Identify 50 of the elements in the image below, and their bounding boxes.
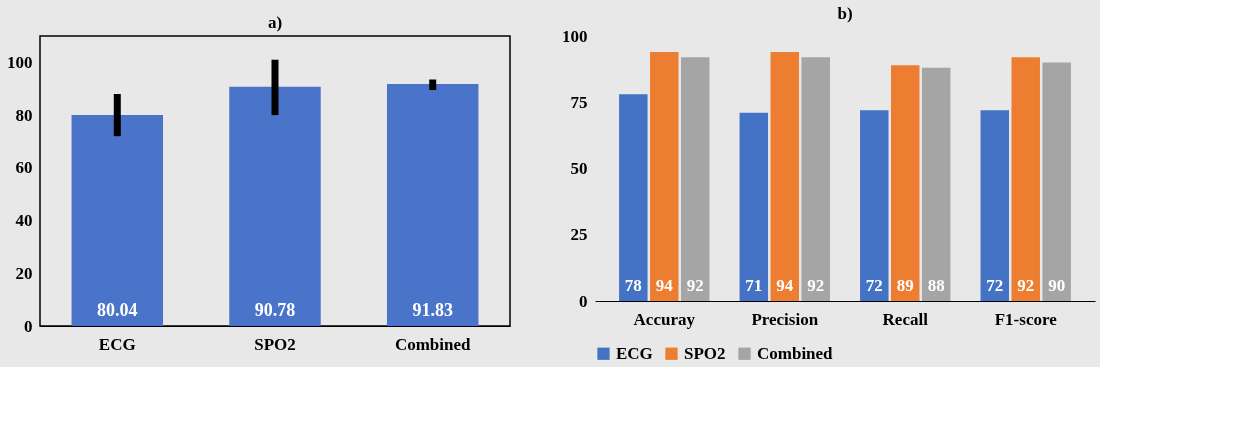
chart-title: b) bbox=[837, 4, 853, 23]
data-label: 90 bbox=[1048, 276, 1066, 295]
bar bbox=[921, 67, 951, 301]
bar bbox=[229, 86, 321, 326]
data-label: 92 bbox=[1017, 276, 1035, 295]
y-tick-label: 80 bbox=[15, 105, 33, 125]
bar bbox=[739, 112, 769, 301]
y-tick-label: 100 bbox=[7, 52, 33, 72]
data-label: 72 bbox=[986, 276, 1004, 295]
y-tick-label: 0 bbox=[579, 291, 588, 311]
data-label: 80.04 bbox=[97, 300, 138, 320]
y-tick-label: 75 bbox=[570, 92, 588, 112]
data-label: 72 bbox=[865, 276, 883, 295]
x-tick-label: Combined bbox=[394, 334, 472, 354]
x-tick-label: F1-score bbox=[994, 309, 1058, 329]
y-tick-label: 60 bbox=[15, 158, 33, 178]
bar bbox=[801, 57, 830, 301]
bar bbox=[1042, 62, 1071, 301]
data-label: 71 bbox=[745, 276, 763, 295]
chart-title: a) bbox=[267, 13, 283, 32]
data-label: 89 bbox=[896, 276, 914, 295]
bar bbox=[860, 110, 889, 301]
data-label: 92 bbox=[686, 276, 704, 295]
data-label: 92 bbox=[807, 276, 825, 295]
y-tick-label: 40 bbox=[15, 211, 33, 231]
y-tick-label: 20 bbox=[15, 263, 33, 283]
bar bbox=[1011, 57, 1040, 301]
bar bbox=[650, 51, 679, 301]
data-label: 94 bbox=[776, 276, 794, 295]
y-tick-label: 0 bbox=[24, 316, 33, 336]
y-tick-label: 100 bbox=[562, 26, 588, 46]
data-label: 91.83 bbox=[412, 300, 453, 320]
x-tick-label: Precision bbox=[751, 309, 819, 329]
data-label: 78 bbox=[624, 276, 642, 295]
data-label: 88 bbox=[927, 276, 945, 295]
bar bbox=[619, 94, 648, 301]
bar bbox=[770, 51, 799, 301]
bar bbox=[71, 114, 164, 326]
bar bbox=[980, 110, 1010, 301]
x-tick-label: ECG bbox=[98, 334, 136, 354]
x-tick-label: Recall bbox=[882, 309, 929, 329]
y-tick-label: 25 bbox=[570, 225, 588, 245]
bar bbox=[680, 57, 710, 301]
x-tick-label: SPO2 bbox=[254, 334, 296, 354]
data-label: 90.78 bbox=[254, 300, 296, 320]
x-tick-label: Accuray bbox=[633, 309, 696, 329]
data-label: 94 bbox=[655, 276, 674, 295]
y-tick-label: 50 bbox=[570, 159, 588, 178]
bar bbox=[891, 65, 920, 301]
bar bbox=[386, 83, 479, 326]
